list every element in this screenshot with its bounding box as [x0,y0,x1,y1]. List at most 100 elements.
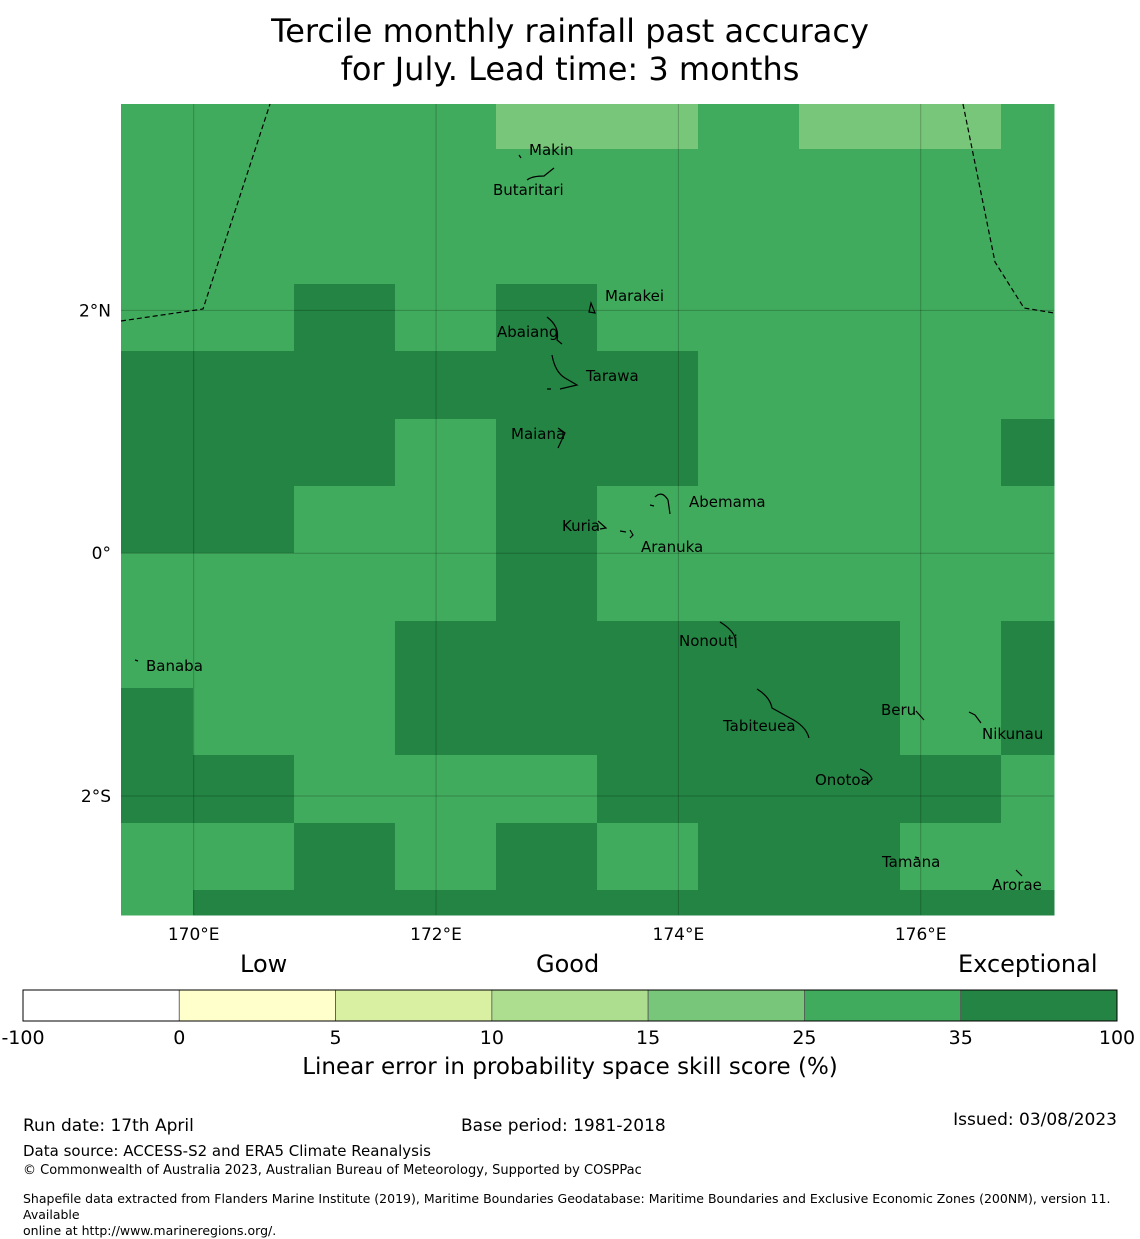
island-label-onotoa: Onotoa [815,771,870,789]
skill-cell [900,688,1002,756]
skill-cell [294,419,396,487]
skill-cell [597,553,699,622]
skill-cell [121,755,194,824]
island-outline-kuria [597,520,608,530]
skill-cell [121,217,194,285]
colorbar-tick-label: 0 [173,1027,185,1045]
skill-cell [698,104,800,150]
skill-cell [496,284,598,352]
skill-cell [1001,149,1055,218]
lon-tick-label: 172°E [410,925,462,945]
island-outline-tarawa [547,354,579,390]
colorbar-tick-label: 100 [1099,1027,1135,1045]
skill-cell [395,823,497,891]
skill-cell [395,104,497,150]
skill-cell [193,890,295,916]
skill-cell [799,688,901,756]
skill-cell [496,553,598,622]
skill-cell [121,823,194,891]
lat-tick-label: 0° [92,544,111,564]
skill-cell [294,284,396,352]
skill-cell [1001,823,1055,891]
island-label-butaritari: Butaritari [493,181,564,199]
skill-cell [900,351,1002,420]
skill-cell [597,284,699,352]
colorbar-bin [491,989,649,1022]
island-outline-arorae [1015,869,1023,877]
eez-boundary-west [120,103,271,322]
skill-cell [294,688,396,756]
issued-date: Issued: 03/08/2023 [953,1110,1117,1130]
skill-cell [121,104,194,150]
lat-tick-label: 2°N [79,301,111,321]
skill-cell [193,553,295,622]
skill-cell [193,621,295,689]
skill-cell [799,419,901,487]
island-label-tarawa: Tarawa [585,367,639,385]
skill-cell [597,149,699,218]
category-good-label: Good [536,950,600,978]
skill-cell [900,486,1002,554]
island-label-abemama: Abemama [689,493,766,511]
colorbar-bin [804,989,962,1022]
island-outline-onotoa [859,768,873,784]
skill-cell [294,621,396,689]
island-outline-marakei [588,300,596,314]
island-label-nonouti: Nonouti [679,632,738,650]
skill-cell [1001,755,1055,824]
colorbar-bin [335,989,493,1022]
island-label-arorae: Arorae [992,876,1042,894]
lon-tick-label: 170°E [168,925,220,945]
skill-cell [395,217,497,285]
skill-cell [193,755,295,824]
shapefile-credit: Shapefile data extracted from Flanders M… [23,1191,1133,1239]
colorbar-tick-label: -100 [1,1027,44,1045]
skill-cell [121,890,194,916]
skill-cell [395,688,497,756]
colorbar-tick-label: 10 [480,1027,504,1045]
skill-cell [496,621,598,689]
data-source: Data source: ACCESS-S2 and ERA5 Climate … [23,1142,431,1160]
map-title-line2: for July. Lead time: 3 months [340,50,800,88]
skill-cell [294,755,396,824]
island-label-makin: Makin [529,141,574,159]
skill-cell [698,688,800,756]
skill-cell [799,486,901,554]
skill-cell [193,351,295,420]
skill-cell [193,688,295,756]
skill-cell [1001,104,1055,150]
colorbar-axis-label: Linear error in probability space skill … [302,1054,838,1080]
graticule [121,104,1054,915]
island-label-marakei: Marakei [605,287,664,305]
skill-cell [496,688,598,756]
colorbar: -100 0 5 10 15 25 35 100 [1,989,1135,1045]
skill-cell [799,755,901,824]
island-outline-tamana [914,856,920,859]
skill-cell [900,755,1002,824]
skill-cell [900,419,1002,487]
skill-cell [496,217,598,285]
island-labels: Makin Butaritari Marakei Abaiang Tarawa Maian… [146,141,1043,894]
colorbar-bin [22,989,180,1022]
skill-cell [496,755,598,824]
skill-cell [799,149,901,218]
skill-cell [193,486,295,554]
skill-cell [395,351,497,420]
skill-cell [799,621,901,689]
skill-cell [1001,486,1055,554]
skill-cell [698,823,800,891]
skill-cell [294,104,396,150]
skill-cell [496,890,598,916]
skill-cell [121,486,194,554]
skill-cell [900,104,1002,150]
shapefile-credit-line1: Shapefile data extracted from Flanders M… [23,1191,1111,1222]
map-title-line1: Tercile monthly rainfall past accuracy [271,12,869,50]
skill-cell [294,149,396,218]
skill-cell [597,688,699,756]
island-label-abaiang: Abaiang [497,323,558,341]
skill-cell [900,284,1002,352]
island-label-beru: Beru [881,701,916,719]
skill-cell [597,890,699,916]
island-label-tabiteuea: Tabiteuea [722,717,796,735]
skill-cell [193,284,295,352]
